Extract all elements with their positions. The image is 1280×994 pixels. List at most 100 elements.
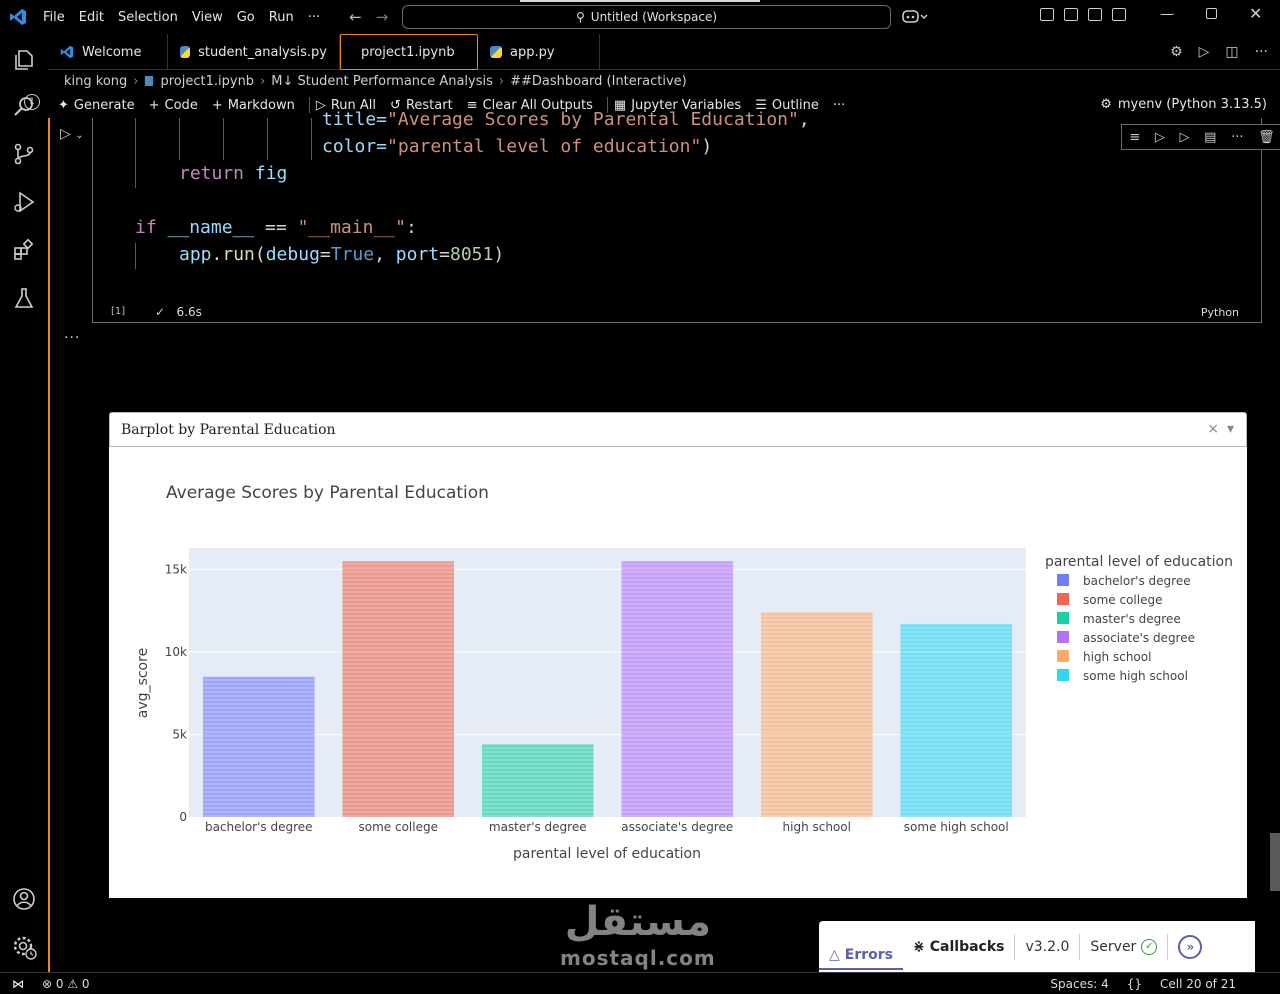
x-axis-label: parental level of education — [513, 846, 701, 862]
tab-welcome[interactable]: Welcome — [48, 34, 168, 70]
cell-more-icon[interactable]: ··· — [1231, 129, 1244, 145]
explorer-icon[interactable] — [12, 48, 36, 72]
legend-item[interactable]: some high school — [1057, 669, 1188, 683]
indentation-indicator[interactable]: Spaces: 4 — [1050, 976, 1109, 991]
search-view-icon[interactable] — [12, 94, 36, 118]
toolbar-more-button[interactable]: ··· — [833, 98, 853, 113]
menu-edit[interactable]: Edit — [78, 9, 104, 25]
copilot-icon[interactable] — [902, 8, 928, 28]
menu-selection[interactable]: Selection — [117, 9, 178, 25]
more-actions-icon[interactable]: ··· — [1254, 43, 1268, 60]
chevron-down-icon[interactable]: ▾ — [1226, 421, 1234, 437]
breadcrumb-file[interactable]: project1.ipynb — [160, 73, 255, 89]
close-icon[interactable]: × — [1207, 421, 1219, 437]
bar-texture — [202, 676, 315, 817]
legend-item[interactable]: associate's degree — [1057, 631, 1195, 645]
cell-position[interactable]: Cell 20 of 21 — [1160, 976, 1236, 991]
legend-item[interactable]: bachelor's degree — [1057, 574, 1191, 588]
legend-label: some college — [1083, 593, 1162, 607]
bar-chart[interactable]: Average Scores by Parental Education 0 5k… — [109, 447, 1247, 898]
add-code-button[interactable]: + Code — [149, 98, 206, 113]
run-cell-button[interactable]: ▷ ⌄ — [60, 126, 84, 142]
code-token: : — [405, 217, 417, 238]
breadcrumb-section[interactable]: M↓ Student Performance Analysis — [271, 73, 493, 89]
menu-more[interactable]: ··· — [307, 9, 321, 25]
menu-run[interactable]: Run — [268, 9, 294, 25]
toggle-primary-sidebar-icon[interactable] — [1064, 8, 1078, 21]
code-token: color= — [322, 136, 388, 157]
run-debug-icon[interactable] — [12, 190, 36, 214]
command-center[interactable]: ⚲ Untitled (Workspace) — [402, 5, 891, 29]
split-cell-icon[interactable]: ▤ — [1204, 129, 1217, 145]
code-line[interactable]: return fig — [179, 163, 287, 184]
legend-item[interactable]: some college — [1057, 593, 1162, 607]
run-all-button[interactable]: ▷ Run All — [316, 98, 384, 113]
indent-guide — [179, 118, 180, 160]
clear-all-icon: ≡ — [466, 97, 478, 113]
errors-tab[interactable]: △ Errors — [819, 942, 904, 970]
toggle-panel-icon[interactable] — [1088, 8, 1102, 21]
execute-below-icon[interactable]: ▷ — [1179, 129, 1190, 145]
legend-swatch — [1057, 650, 1069, 662]
breadcrumb-folder[interactable]: king kong — [64, 73, 128, 89]
chevron-down-icon[interactable]: ⌄ — [75, 130, 84, 141]
cell-language[interactable]: Python — [1200, 306, 1239, 319]
problems-indicator[interactable]: ⊗ 0 ⚠ 0 — [42, 976, 90, 991]
back-arrow-icon[interactable]: ← — [349, 8, 362, 26]
legend-item[interactable]: high school — [1057, 650, 1151, 664]
accounts-icon[interactable] — [12, 887, 36, 911]
tab-project1[interactable]: project1.ipynb — [340, 34, 478, 70]
split-editor-icon[interactable]: ◫ — [1225, 43, 1239, 60]
manage-gear-icon[interactable] — [12, 935, 37, 960]
code-token: ) — [701, 136, 713, 157]
kernel-picker[interactable]: ⚙ myenv (Python 3.13.5) — [1100, 97, 1267, 112]
customize-layout-icon[interactable] — [1040, 8, 1054, 21]
remote-icon[interactable]: ⋈ — [12, 976, 24, 991]
output-more-button[interactable]: ··· — [64, 330, 81, 346]
menu-go[interactable]: Go — [236, 9, 255, 25]
extensions-icon[interactable] — [12, 238, 36, 262]
legend-swatch — [1057, 612, 1069, 624]
watermark-latin: mostaql.com — [560, 946, 716, 970]
devtools-toggle[interactable]: » — [1168, 921, 1212, 972]
watermark-arabic: مستقل — [564, 899, 712, 945]
delete-cell-icon[interactable]: 🗑 — [1258, 129, 1275, 145]
minimize-icon[interactable] — [1160, 8, 1174, 15]
gear-icon[interactable]: ⚙ — [1170, 43, 1183, 60]
tab-student-analysis[interactable]: student_analysis.py — [168, 34, 340, 70]
clear-outputs-label: Clear All Outputs — [482, 97, 593, 113]
tab-app-py[interactable]: app.py — [478, 34, 600, 70]
menu-file[interactable]: File — [43, 9, 65, 25]
toggle-secondary-sidebar-icon[interactable] — [1112, 8, 1126, 21]
version-label: v3.2.0 — [1025, 938, 1070, 955]
code-line[interactable]: title="Average Scores by Parental Educat… — [322, 109, 810, 130]
code-line[interactable]: if __name__ == "__main__": — [135, 217, 417, 238]
code-cell[interactable]: title="Average Scores by Parental Educat… — [92, 109, 1280, 323]
run-file-icon[interactable]: ▷ — [1198, 43, 1210, 60]
language-mode-icon[interactable]: {} — [1126, 976, 1143, 991]
code-line[interactable]: app.run(debug=True, port=8051) — [179, 244, 504, 265]
menu-view[interactable]: View — [191, 9, 223, 25]
clear-outputs-button[interactable]: ≡ Clear All Outputs — [467, 98, 601, 113]
source-control-icon[interactable] — [12, 142, 36, 166]
outline-button[interactable]: ☰ Outline — [755, 98, 827, 113]
callbacks-tab[interactable]: ⋇ Callbacks — [903, 921, 1014, 972]
restart-button[interactable]: ↺ Restart — [390, 98, 461, 113]
testing-icon[interactable] — [12, 286, 36, 310]
forward-arrow-icon[interactable]: → — [375, 8, 389, 26]
plus-icon: + — [148, 97, 160, 113]
close-window-icon[interactable]: ✕ — [1249, 4, 1263, 23]
execute-above-icon[interactable]: ▷ — [1154, 129, 1165, 145]
run-all-label: Run All — [330, 97, 377, 113]
run-by-line-icon[interactable]: ≡ — [1129, 129, 1141, 145]
x-tick-label: master's degree — [489, 820, 587, 834]
breadcrumb-heading[interactable]: ##Dashboard (Interactive) — [510, 73, 687, 89]
jupyter-variables-button[interactable]: ▦ Jupyter Variables — [614, 98, 749, 113]
add-markdown-button[interactable]: + Markdown — [212, 98, 303, 113]
generate-button[interactable]: ✦ Generate — [58, 98, 143, 113]
restore-icon[interactable] — [1206, 8, 1217, 19]
code-line[interactable]: color="parental level of education") — [322, 136, 712, 157]
code-token: 8051 — [450, 244, 494, 265]
legend-item[interactable]: master's degree — [1057, 612, 1181, 626]
scrollbar-thumb[interactable] — [1270, 833, 1280, 891]
